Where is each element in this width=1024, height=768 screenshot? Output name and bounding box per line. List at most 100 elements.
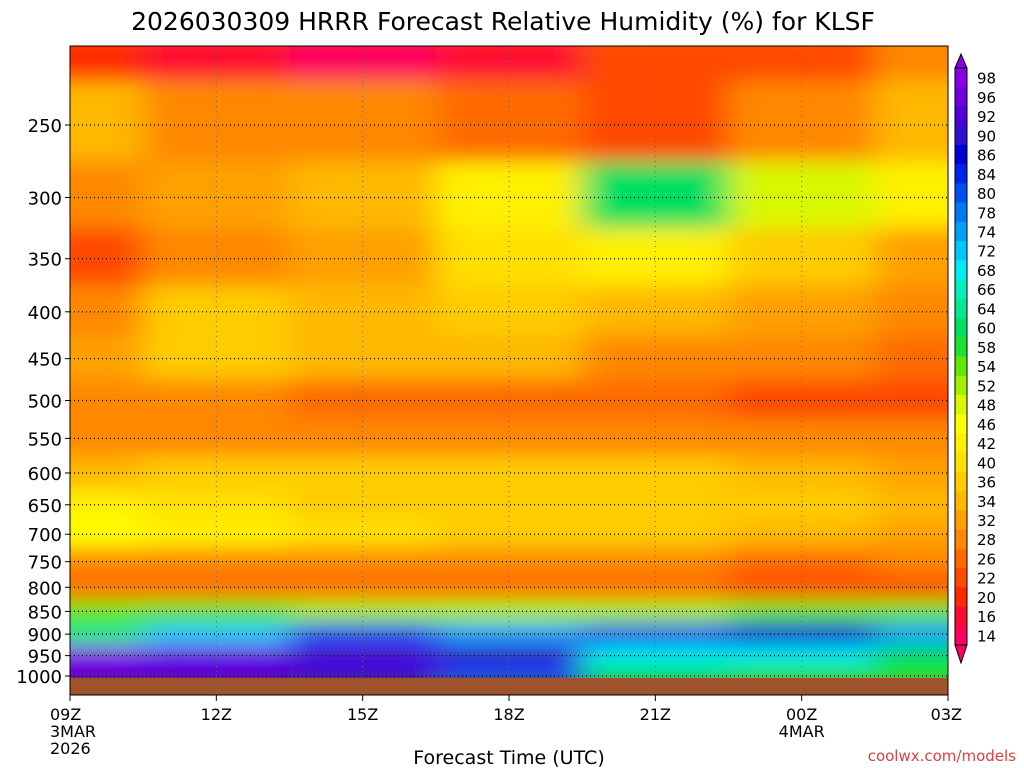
colorbar-label: 16 <box>977 608 996 626</box>
rh-cell <box>582 455 730 490</box>
rh-cell <box>874 161 948 230</box>
colorbar-label: 14 <box>977 627 996 645</box>
rh-cell <box>582 574 730 601</box>
y-tick-label: 350 <box>28 250 62 271</box>
rh-cell <box>435 488 584 521</box>
colorbar-swatch <box>955 298 967 319</box>
colorbar-swatch <box>955 260 967 281</box>
rh-cell <box>874 622 948 646</box>
colorbar-label: 86 <box>977 147 996 165</box>
colorbar-swatch <box>955 452 967 473</box>
y-tick-label: 950 <box>28 647 62 668</box>
rh-cell <box>143 46 291 82</box>
colorbar-label: 98 <box>977 70 996 88</box>
colorbar-label: 60 <box>977 320 996 338</box>
colorbar-swatch <box>955 433 967 454</box>
colorbar-swatch <box>955 414 967 434</box>
colorbar-label: 42 <box>977 435 996 453</box>
colorbar-swatch <box>955 68 967 88</box>
rh-cell <box>582 46 730 82</box>
colorbar-swatch <box>955 318 967 338</box>
colorbar-swatch <box>955 337 967 357</box>
rh-cell <box>435 335 584 381</box>
rh-cell <box>289 161 437 230</box>
x-tick-label: 18Z <box>493 705 524 724</box>
colorbar-swatch <box>955 510 967 531</box>
rh-cell <box>874 228 948 287</box>
y-tick-label: 250 <box>28 116 62 137</box>
colorbar-swatch <box>955 144 967 165</box>
rh-cell <box>143 379 291 421</box>
x-date-label: 2026 <box>50 739 91 758</box>
colorbar-label: 84 <box>977 166 996 184</box>
rh-cell <box>435 46 584 82</box>
rh-cell <box>728 46 876 82</box>
rh-cell <box>582 379 730 421</box>
rh-cell <box>435 644 584 667</box>
rh-cell <box>582 644 730 667</box>
rh-cell <box>582 80 730 163</box>
colorbar-swatch <box>955 625 967 646</box>
colorbar-swatch <box>955 568 967 588</box>
rh-cell <box>143 599 291 624</box>
rh-cell <box>874 335 948 381</box>
rh-cell <box>582 419 730 457</box>
rh-cell <box>143 665 291 678</box>
colorbar-label: 22 <box>977 570 996 588</box>
colorbar-swatch <box>955 587 967 608</box>
rh-cell <box>435 161 584 230</box>
rh-cell <box>143 161 291 230</box>
rh-cell <box>582 519 730 549</box>
x-tick-label: 03Z <box>931 705 962 724</box>
colorbar-label: 36 <box>977 474 996 492</box>
y-tick-label: 650 <box>28 496 62 517</box>
rh-cell <box>874 46 948 82</box>
rh-cell <box>435 519 584 549</box>
colorbar-swatch <box>955 606 967 627</box>
colorbar-swatch <box>955 529 967 550</box>
colorbar-swatch <box>955 241 967 261</box>
rh-cell <box>728 335 876 381</box>
colorbar-label: 26 <box>977 550 996 568</box>
colorbar-label: 96 <box>977 89 996 107</box>
colorbar-min-arrow <box>954 644 968 665</box>
colorbar-swatch <box>955 375 967 396</box>
rh-cell <box>435 622 584 646</box>
x-tick-label: 09Z <box>50 705 81 724</box>
rh-cell <box>143 488 291 521</box>
rh-cell <box>582 488 730 521</box>
colorbar-label: 72 <box>977 243 996 261</box>
colorbar-swatch <box>955 202 967 223</box>
credit-text: coolwx.com/models <box>868 747 1016 765</box>
rh-cell <box>289 622 437 646</box>
colorbar-swatch <box>955 471 967 492</box>
colorbar-label: 78 <box>977 204 996 222</box>
rh-field <box>70 46 948 678</box>
colorbar-label: 92 <box>977 108 996 126</box>
rh-cell <box>289 335 437 381</box>
rh-cell <box>143 622 291 646</box>
colorbar-label: 74 <box>977 223 996 241</box>
x-date-label: 4MAR <box>779 722 825 741</box>
colorbar-label: 90 <box>977 127 996 145</box>
rh-cell <box>143 285 291 337</box>
colorbar-label: 66 <box>977 281 996 299</box>
colorbar-label: 40 <box>977 454 996 472</box>
colorbar-swatch <box>955 394 967 415</box>
colorbar-label: 46 <box>977 416 996 434</box>
y-tick-label: 750 <box>28 553 62 574</box>
colorbar-swatch <box>955 106 967 127</box>
y-tick-label: 500 <box>28 392 62 413</box>
colorbar-label: 20 <box>977 589 996 607</box>
x-axis-label: Forecast Time (UTC) <box>413 747 604 768</box>
rh-cell <box>143 644 291 667</box>
x-tick-label: 12Z <box>201 705 232 724</box>
rh-cell <box>582 665 730 678</box>
x-tick-label: 00Z <box>786 705 817 724</box>
rh-cell <box>582 161 730 230</box>
colorbar-swatch <box>955 221 967 242</box>
plot-area <box>70 46 948 678</box>
